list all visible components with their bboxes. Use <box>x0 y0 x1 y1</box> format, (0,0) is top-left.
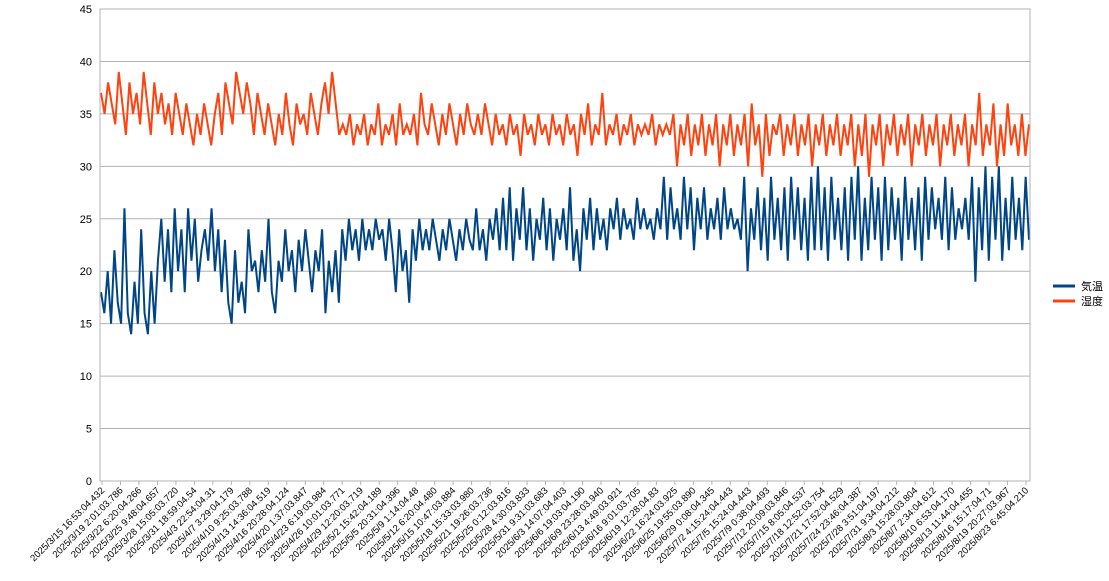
y-tick-label: 20 <box>80 266 92 278</box>
y-gridlines <box>100 8 1030 482</box>
y-tick-label: 15 <box>80 319 92 331</box>
series-line-1 <box>100 71 1030 177</box>
y-axis: 0 5 10 15 20 25 30 35 40 45 <box>80 4 92 488</box>
y-tick-label: 40 <box>80 56 92 68</box>
legend: 気温 湿度 <box>1053 279 1103 308</box>
legend-label-series-0: 気温 <box>1081 279 1103 293</box>
series-line-0 <box>100 166 1030 335</box>
y-tick-label: 0 <box>86 476 92 488</box>
y-tick-label: 30 <box>80 161 92 173</box>
y-tick-label: 45 <box>80 4 92 16</box>
y-tick-label: 35 <box>80 109 92 121</box>
series-lines <box>100 71 1030 335</box>
y-tick-label: 10 <box>80 371 92 383</box>
plot-area-border <box>99 8 1031 482</box>
y-tick-label: 25 <box>80 214 92 226</box>
legend-label-series-1: 湿度 <box>1081 294 1103 308</box>
y-tick-label: 5 <box>86 424 92 436</box>
